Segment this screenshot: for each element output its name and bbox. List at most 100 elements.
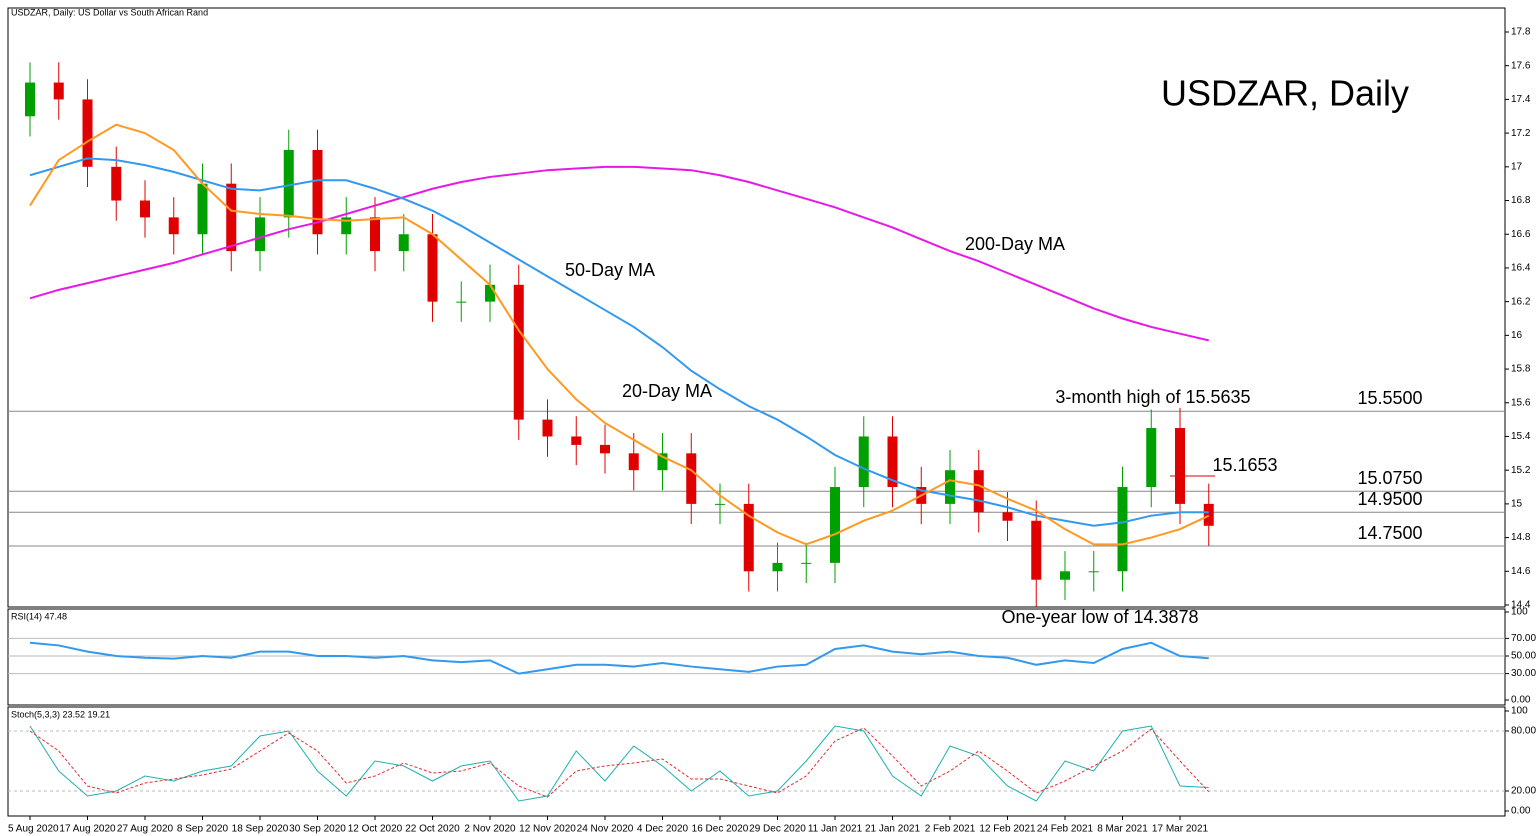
candle-body: [226, 183, 237, 252]
candle-body: [830, 487, 840, 563]
x-tick-label: 17 Aug 2020: [59, 824, 116, 835]
x-tick-label: 17 Mar 2021: [1152, 824, 1209, 835]
candle-body: [197, 183, 208, 235]
y-tick-label: 15.8: [1511, 364, 1531, 375]
ma-line: [29, 123, 1210, 546]
candle-body: [82, 99, 93, 167]
x-tick-label: 12 Nov 2020: [519, 824, 576, 835]
y-tick-label: 50.00: [1511, 651, 1536, 662]
candle-body: [456, 301, 467, 303]
rsi-line: [29, 641, 1209, 675]
candle-body: [1031, 520, 1042, 580]
x-tick-label: 12 Oct 2020: [348, 824, 403, 835]
y-tick-label: 16.4: [1511, 263, 1531, 274]
x-tick-label: 27 Aug 2020: [117, 824, 174, 835]
stoch-panel: [7, 706, 1506, 817]
y-tick-label: 15: [1511, 499, 1523, 510]
y-tick-label: 100: [1511, 607, 1528, 618]
y-tick-label: 0.00: [1511, 806, 1531, 817]
level-label: 15.0750: [1357, 468, 1422, 488]
x-tick-label: 24 Nov 2020: [577, 824, 634, 835]
series-label: 50-Day MA: [565, 260, 655, 280]
y-tick-label: 30.00: [1511, 668, 1536, 679]
y-tick-label: 16: [1511, 330, 1523, 341]
candle-body: [53, 82, 64, 100]
y-tick-label: 17: [1511, 161, 1523, 172]
candle-body: [772, 562, 783, 572]
y-tick-label: 15.2: [1511, 465, 1531, 476]
y-tick-label: 14.4: [1511, 600, 1531, 611]
x-tick-label: 29 Dec 2020: [749, 824, 806, 835]
annotation: 3-month high of 15.5635: [1055, 387, 1250, 407]
y-tick-label: 15.6: [1511, 397, 1531, 408]
candle-body: [801, 562, 812, 564]
candle-body: [370, 217, 380, 252]
x-tick-label: 12 Feb 2021: [979, 824, 1036, 835]
y-tick-label: 16.2: [1511, 296, 1531, 307]
x-tick-label: 2 Feb 2021: [925, 824, 976, 835]
stoch-line: [29, 727, 1210, 798]
candle-body: [111, 166, 122, 201]
y-tick-label: 70.00: [1511, 633, 1536, 644]
y-tick-label: 17.2: [1511, 128, 1531, 139]
candle-body: [686, 453, 697, 504]
candle-body: [657, 453, 668, 471]
candle-body: [628, 453, 639, 471]
stoch-header: Stoch(5,3,3) 23.52 19.21: [11, 709, 110, 719]
candle-body: [1002, 512, 1013, 521]
candle-body: [743, 503, 754, 572]
x-tick-label: 30 Sep 2020: [289, 824, 346, 835]
chart-header: USDZAR, Daily: US Dollar vs South Africa…: [11, 7, 208, 17]
resistance-label: 15.1653: [1212, 455, 1277, 475]
candle-body: [168, 217, 179, 235]
y-tick-label: 100: [1511, 706, 1528, 717]
annotation: One-year low of 14.3878: [1001, 607, 1198, 627]
candle-body: [1146, 428, 1157, 488]
x-tick-label: 5 Aug 2020: [8, 824, 59, 835]
ma-line: [29, 157, 1209, 527]
y-tick-label: 17.8: [1511, 27, 1531, 38]
candle-body: [887, 436, 898, 488]
x-tick-label: 8 Sep 2020: [177, 824, 229, 835]
candle-body: [312, 149, 323, 235]
x-tick-label: 16 Dec 2020: [692, 824, 749, 835]
y-tick-label: 20.00: [1511, 786, 1536, 797]
y-tick-label: 14.8: [1511, 532, 1531, 543]
series-label: 200-Day MA: [965, 234, 1065, 254]
candle-body: [1203, 503, 1214, 526]
y-tick-label: 80.00: [1511, 726, 1536, 737]
candle-body: [1088, 571, 1099, 573]
x-tick-label: 2 Nov 2020: [464, 824, 516, 835]
level-label: 14.7500: [1357, 523, 1422, 543]
x-tick-label: 4 Dec 2020: [637, 824, 689, 835]
ma-line: [29, 165, 1209, 342]
y-tick-label: 16.8: [1511, 195, 1531, 206]
candle-body: [715, 503, 725, 505]
candle-body: [341, 217, 352, 235]
y-tick-label: 17.4: [1511, 94, 1531, 105]
rsi-header: RSI(14) 47.48: [11, 611, 67, 621]
main-panel: [7, 7, 1506, 608]
x-tick-label: 24 Feb 2021: [1037, 824, 1094, 835]
candle-body: [485, 284, 495, 302]
candle-body: [513, 284, 524, 420]
chart-title: USDZAR, Daily: [1161, 73, 1409, 114]
candle-body: [858, 436, 869, 488]
series-label: 20-Day MA: [622, 381, 712, 401]
candle-body: [600, 444, 610, 454]
candle-body: [973, 470, 984, 513]
x-tick-label: 8 Mar 2021: [1097, 824, 1148, 835]
x-tick-label: 11 Jan 2021: [808, 824, 863, 835]
rsi-panel: [7, 608, 1506, 706]
level-label: 14.9500: [1357, 489, 1422, 509]
candle-body: [1060, 571, 1070, 580]
y-tick-label: 0.00: [1511, 695, 1531, 706]
x-tick-label: 22 Oct 2020: [405, 824, 460, 835]
candle-body: [542, 419, 553, 437]
candle-body: [255, 217, 265, 252]
candle-body: [945, 470, 955, 504]
candle-body: [283, 149, 294, 218]
candle-body: [140, 200, 150, 218]
candle-body: [427, 234, 438, 302]
